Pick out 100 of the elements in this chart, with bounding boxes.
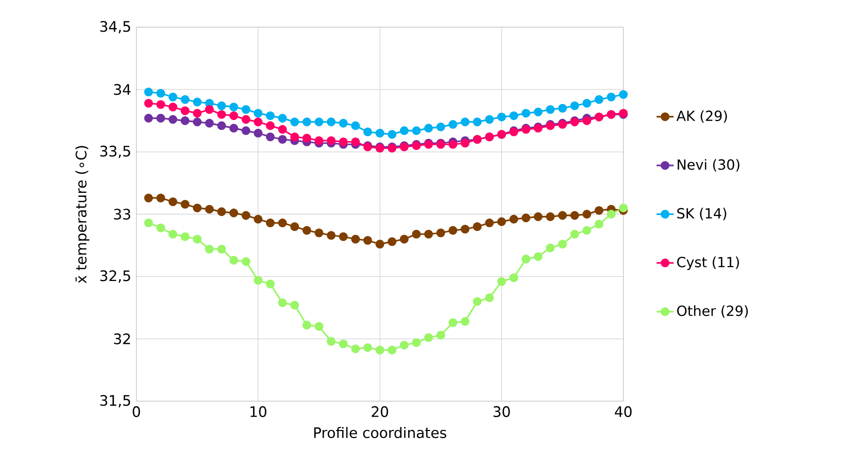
- point: [472, 297, 482, 306]
- point: [472, 118, 482, 126]
- point: [266, 218, 275, 228]
- point: [338, 339, 348, 348]
- point: [497, 277, 506, 286]
- point: [254, 128, 263, 138]
- point: [302, 118, 312, 126]
- point: [485, 293, 494, 302]
- point: [266, 121, 275, 130]
- point: [558, 240, 567, 248]
- point: [156, 100, 166, 109]
- point: [618, 90, 628, 99]
- point: [217, 110, 226, 119]
- point: [375, 128, 384, 138]
- point: [144, 98, 153, 108]
- point: [448, 226, 458, 235]
- point: [558, 211, 567, 220]
- point: [351, 137, 360, 146]
- point: [302, 134, 312, 143]
- point: [205, 118, 214, 128]
- point: [618, 204, 628, 212]
- y-tick-label: 32,5: [100, 270, 130, 283]
- point: [570, 230, 580, 239]
- point: [192, 98, 202, 106]
- y-tick-label: 34: [114, 84, 131, 95]
- point: [278, 218, 287, 228]
- point: [229, 124, 238, 133]
- point: [424, 230, 433, 239]
- point: [278, 125, 287, 134]
- point: [314, 228, 324, 238]
- point: [168, 92, 178, 102]
- y-tick-label: 31,5: [100, 394, 130, 408]
- point: [254, 214, 263, 224]
- point: [485, 115, 494, 124]
- point: [412, 126, 421, 136]
- point: [436, 228, 446, 238]
- point: [254, 108, 263, 118]
- point: [180, 200, 190, 209]
- point: [168, 197, 178, 206]
- legend-label: Cyst (11): [677, 256, 739, 270]
- point: [522, 214, 530, 222]
- point: [606, 210, 616, 219]
- point: [546, 105, 555, 114]
- point: [570, 101, 580, 110]
- legend-label: Other (29): [677, 305, 748, 318]
- point: [144, 88, 153, 96]
- legend-label: AK (29): [676, 110, 727, 123]
- point: [217, 101, 226, 110]
- point: [338, 118, 348, 128]
- x-tick-label: 40: [614, 406, 632, 418]
- legend-label: Nevi (30): [678, 159, 740, 172]
- point: [436, 122, 446, 132]
- point: [363, 236, 372, 245]
- point: [266, 111, 275, 120]
- y-tick-label: 33: [114, 208, 130, 220]
- y-tick-label: 33,5: [100, 146, 130, 158]
- point: [205, 244, 214, 254]
- point: [229, 102, 238, 112]
- point: [205, 105, 214, 114]
- point: [144, 218, 153, 228]
- point: [534, 252, 543, 261]
- point: [290, 118, 300, 126]
- point: [278, 114, 287, 123]
- point: [229, 208, 238, 218]
- point: [400, 340, 409, 350]
- point: [351, 234, 360, 244]
- point: [509, 214, 518, 224]
- point: [594, 220, 604, 229]
- point: [412, 338, 421, 347]
- point: [290, 132, 300, 142]
- point: [302, 320, 312, 330]
- point: [326, 136, 336, 146]
- point: [156, 194, 166, 202]
- point: [436, 330, 446, 340]
- point: [326, 118, 336, 126]
- point: [314, 136, 324, 146]
- point: [217, 244, 226, 254]
- point: [205, 204, 214, 214]
- x-tick-label: 20: [372, 406, 388, 418]
- x-tick-label: 0: [132, 406, 140, 418]
- point: [290, 300, 300, 310]
- point: [509, 273, 518, 282]
- point: [351, 344, 360, 354]
- point: [266, 132, 275, 142]
- point: [594, 206, 604, 215]
- point: [460, 138, 470, 148]
- point: [180, 116, 190, 126]
- point: [448, 318, 458, 328]
- point: [363, 128, 372, 136]
- point: [424, 124, 433, 133]
- point: [242, 105, 250, 114]
- point: [278, 298, 287, 308]
- point: [217, 121, 226, 130]
- point: [606, 92, 616, 102]
- point: [156, 224, 166, 232]
- point: [534, 212, 543, 222]
- point: [144, 194, 153, 202]
- point: [180, 95, 190, 104]
- point: [229, 256, 238, 265]
- point: [242, 115, 250, 124]
